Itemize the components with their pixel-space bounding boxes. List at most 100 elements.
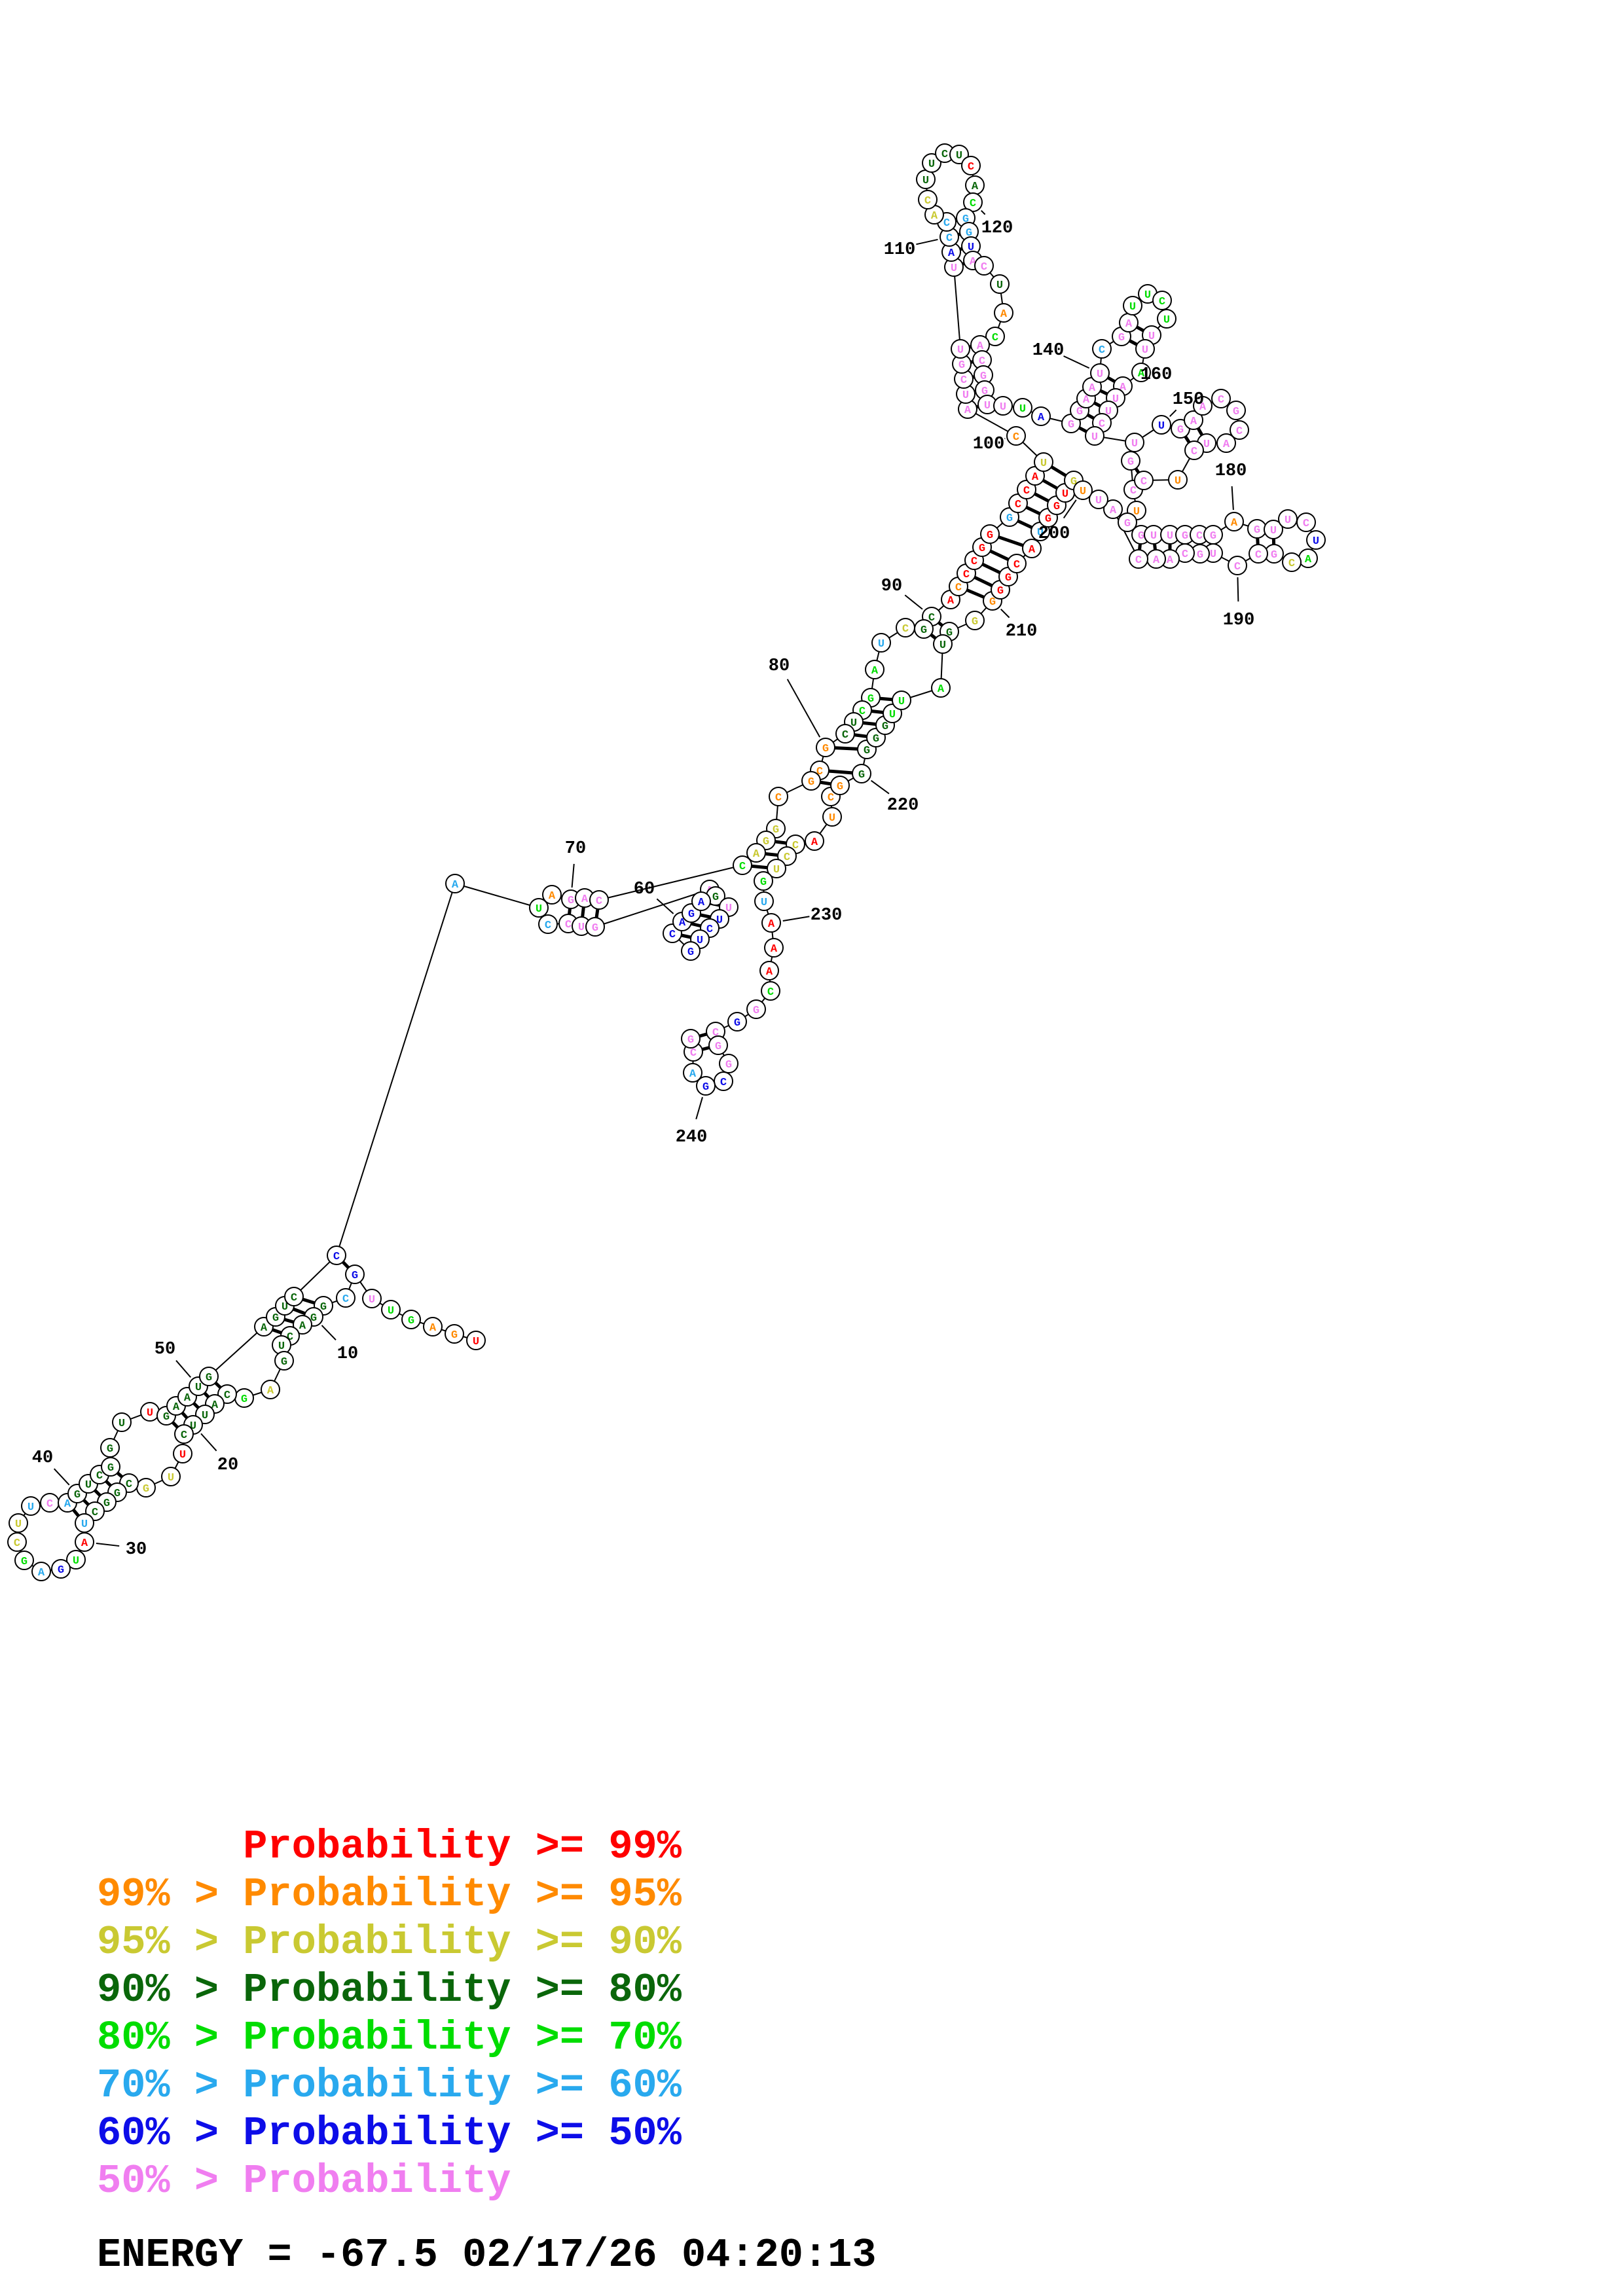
nucleotide-circle	[529, 898, 549, 918]
nucleotide-letter: G	[997, 585, 1004, 598]
position-label: 100	[973, 435, 1005, 454]
nucleotide-circle	[362, 1289, 382, 1308]
nucleotide-letter: C	[1303, 518, 1309, 530]
label-leader	[1063, 499, 1077, 519]
nucleotide-letter: C	[859, 706, 866, 718]
nucleotide-circle	[696, 1076, 716, 1096]
position-label: 20	[217, 1456, 238, 1475]
nucleotide-letter: G	[987, 529, 993, 542]
nucleotide-letter: C	[792, 840, 799, 852]
nucleotide-circle	[761, 981, 780, 1001]
backbone-bond	[598, 865, 743, 901]
nucleotide-letter: U	[1142, 344, 1148, 357]
nucleotide-letter: U	[761, 897, 767, 909]
nucleotide-letter: A	[811, 836, 818, 849]
nucleotide-letter: G	[760, 876, 767, 889]
nucleotide-circle	[274, 1351, 294, 1371]
nucleotide-letter: C	[842, 729, 848, 742]
nucleotide-letter: C	[545, 920, 551, 932]
nucleotide-letter: C	[1288, 558, 1295, 570]
nucleotide-circle	[1131, 363, 1151, 382]
nucleotide-circle	[1129, 549, 1148, 569]
nucleotide-letter: G	[687, 946, 694, 959]
nucleotide-letter: U	[1313, 535, 1319, 548]
nucleotide-letter: U	[15, 1518, 22, 1531]
nucleotide-letter: G	[143, 1483, 149, 1496]
nucleotide-letter: G	[1182, 530, 1188, 543]
label-leader	[200, 1433, 217, 1452]
nucleotide-circle	[974, 256, 994, 276]
nucleotide-letter: A	[1089, 382, 1096, 395]
nucleotide-letter: G	[1197, 549, 1203, 562]
nucleotide-letter: C	[565, 919, 572, 931]
nucleotide-circle	[691, 891, 711, 911]
nucleotide-letter: G	[1138, 530, 1144, 543]
legend-line: 90% > Probability >= 80%	[97, 1967, 682, 2013]
nucleotide-letter: C	[992, 332, 998, 344]
nucleotide-letter: G	[981, 386, 988, 398]
nucleotide-circle	[1168, 470, 1188, 490]
label-leader	[1063, 355, 1090, 369]
position-label: 120	[981, 219, 1013, 238]
nucleotide-letter: C	[1182, 548, 1188, 561]
nucleotide-letter: A	[1190, 416, 1197, 428]
nucleotide-letter: G	[687, 1034, 694, 1047]
nucleotide-letter: U	[968, 242, 974, 254]
position-label: 210	[1006, 622, 1038, 641]
nucleotide-letter: G	[1177, 424, 1184, 437]
nucleotide-circle	[990, 274, 1010, 294]
nucleotide-letter: U	[179, 1449, 186, 1462]
nucleotide-circle	[75, 1532, 94, 1552]
nucleotide-circle	[1226, 401, 1246, 420]
nucleotide-circle	[1152, 291, 1172, 310]
nucleotide-letter: U	[168, 1472, 174, 1484]
nucleotide-letter: A	[948, 247, 955, 260]
nucleotide-circle	[719, 1054, 739, 1073]
nucleotide-circle	[951, 339, 970, 359]
nucleotide-letter: G	[1118, 332, 1125, 344]
nucleotide-letter: C	[1255, 549, 1262, 562]
nucleotide-circle	[1228, 556, 1247, 575]
nucleotide-letter: C	[1013, 431, 1019, 444]
nucleotide-circle	[1230, 420, 1249, 440]
nucleotide-circle	[1249, 544, 1268, 564]
nucleotide-circle	[1264, 520, 1283, 539]
nucleotide-letter: A	[1029, 544, 1036, 556]
nucleotide-letter: G	[725, 1059, 732, 1071]
nucleotide-circle	[51, 1559, 71, 1579]
nucleotide-circle	[1089, 490, 1108, 509]
nucleotide-circle	[931, 678, 951, 698]
nucleotide-letter: A	[429, 1322, 437, 1335]
nucleotide-letter: U	[898, 696, 905, 708]
nucleotide-circle	[1184, 440, 1204, 460]
nucleotide-letter: U	[195, 1382, 202, 1394]
nucleotide-circle	[1306, 530, 1326, 550]
nucleotide-letter: A	[299, 1320, 306, 1333]
nucleotide-circle	[381, 1300, 401, 1319]
nucleotide-letter: C	[928, 612, 935, 624]
nucleotide-circle	[1085, 426, 1104, 446]
nucleotide-circle	[445, 1324, 464, 1344]
nucleotide-letter: G	[921, 624, 927, 637]
nucleotide-circle	[445, 874, 465, 893]
nucleotide-circle	[764, 938, 784, 958]
nucleotide-letter: C	[126, 1479, 132, 1491]
nucleotide-letter: U	[1097, 368, 1103, 381]
nucleotide-letter: G	[808, 776, 814, 789]
nucleotide-circle	[1134, 471, 1154, 490]
nucleotide-letter: G	[1233, 406, 1239, 418]
nucleotide-letter: C	[669, 929, 676, 941]
nucleotide-circle	[767, 859, 786, 878]
nucleotide-circle	[754, 871, 773, 891]
position-label: 90	[881, 577, 902, 596]
nucleotide-letter: C	[92, 1507, 98, 1519]
nucleotide-circle	[1092, 339, 1112, 359]
nucleotide-letter: G	[734, 1017, 740, 1030]
nucleotide-letter: U	[939, 639, 946, 652]
nucleotide-circle	[1193, 396, 1213, 416]
nucleotide-circle	[1034, 452, 1053, 472]
nucleotide-letter: A	[1199, 401, 1207, 414]
nucleotide-letter: U	[1019, 403, 1026, 416]
label-leader	[1231, 486, 1234, 511]
